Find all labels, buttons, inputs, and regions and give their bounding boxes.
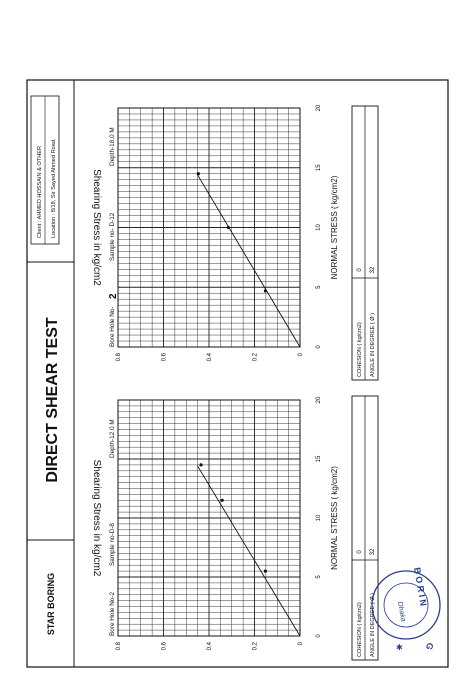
client-line: Client : AHMED HOSSAIN & OTHER (37, 146, 43, 238)
x-tick-label: 15 (316, 164, 322, 171)
result-value: 0 (357, 550, 363, 554)
data-point (196, 172, 200, 176)
x-tick-label: 10 (316, 224, 322, 231)
x-tick-label: 0 (316, 634, 322, 638)
bore-hole-number: 2 (108, 293, 119, 299)
stamp-top-text: B O R I N (412, 567, 429, 607)
plot-frame (117, 107, 301, 348)
chart-grid (117, 107, 301, 348)
x-tick-label: 15 (316, 455, 322, 462)
x-tick-label: 20 (316, 104, 322, 111)
stamp-side-text: G (424, 641, 436, 651)
data-point (199, 463, 203, 467)
x-axis-title: NORMAL STRESS ( kg/cm2) (330, 466, 339, 570)
data-point (263, 289, 268, 293)
y-tick-label: 0.4 (207, 352, 213, 361)
chart-grid (117, 399, 301, 637)
company-stamp: B O R I N G Dhaka ✱ (371, 567, 441, 652)
sheet-border (26, 79, 449, 668)
x-tick-label: 5 (316, 575, 322, 579)
location-line: Location : 8/18, Sir Sayed Ahmed Road. (51, 138, 57, 238)
x-tick-label: 20 (316, 396, 322, 403)
result-value: 32 (370, 266, 376, 273)
result-value: 32 (370, 548, 376, 555)
data-point (220, 498, 224, 502)
plot-frame (117, 399, 301, 637)
data-point (226, 225, 230, 230)
depth-label: Depth-12.0 M (109, 419, 116, 458)
result-value: 0 (357, 268, 363, 272)
y-tick-label: 0.2 (253, 352, 259, 361)
result-label: ANGLE IN DEGREE ( Ø ) (370, 593, 376, 657)
x-tick-label: 5 (316, 285, 322, 289)
failure-envelope-line (197, 465, 301, 637)
y-tick-label: 0 (298, 352, 304, 356)
result-label: COHESION ( kg/cm2) (357, 322, 363, 377)
sample-label: Sample no-D-8 (109, 523, 116, 566)
result-label: ANGLE IN DEGREE ( Ø ) (370, 313, 376, 377)
y-axis-title: Shearing Stress in kg/cm2 (91, 169, 102, 286)
chart-bore-hole-2-sample-d8: 0 5 10 15 20 0 0.2 0.4 0.6 0.8 NORMAL STRESS ( kg/… (91, 395, 379, 661)
stamp-city: Dhaka (396, 601, 406, 622)
y-tick-label: 0.2 (253, 641, 259, 650)
y-tick-label: 0.4 (207, 641, 213, 650)
x-tick-label: 10 (316, 514, 322, 521)
y-tick-label: 0.6 (162, 641, 168, 650)
y-tick-label: 0 (298, 641, 304, 645)
stamp-star-icon: ✱ (396, 643, 403, 652)
result-label: COHESION ( kg/cm2) (357, 602, 363, 657)
company-name: STAR BORING (46, 573, 56, 635)
y-tick-label: 0.8 (116, 641, 122, 650)
sample-label: Sample no- D-12 (109, 212, 116, 261)
data-point (263, 569, 268, 573)
depth-label: Depth-18.0 M (109, 127, 116, 166)
bore-hole-label: Bore Hole No-2 (109, 592, 116, 636)
x-tick-label: 0 (316, 345, 322, 349)
bore-hole-label: Bore Hole No- (109, 307, 116, 348)
x-axis-title: NORMAL STRESS ( kg/cm2) (330, 175, 339, 279)
y-tick-label: 0.8 (116, 352, 122, 361)
y-tick-label: 0.6 (162, 352, 168, 361)
y-axis-title: Shearing Stress in kg/cm2 (91, 460, 102, 577)
failure-envelope-line (197, 174, 301, 348)
page-title: DIRECT SHEAR TEST (44, 317, 61, 483)
